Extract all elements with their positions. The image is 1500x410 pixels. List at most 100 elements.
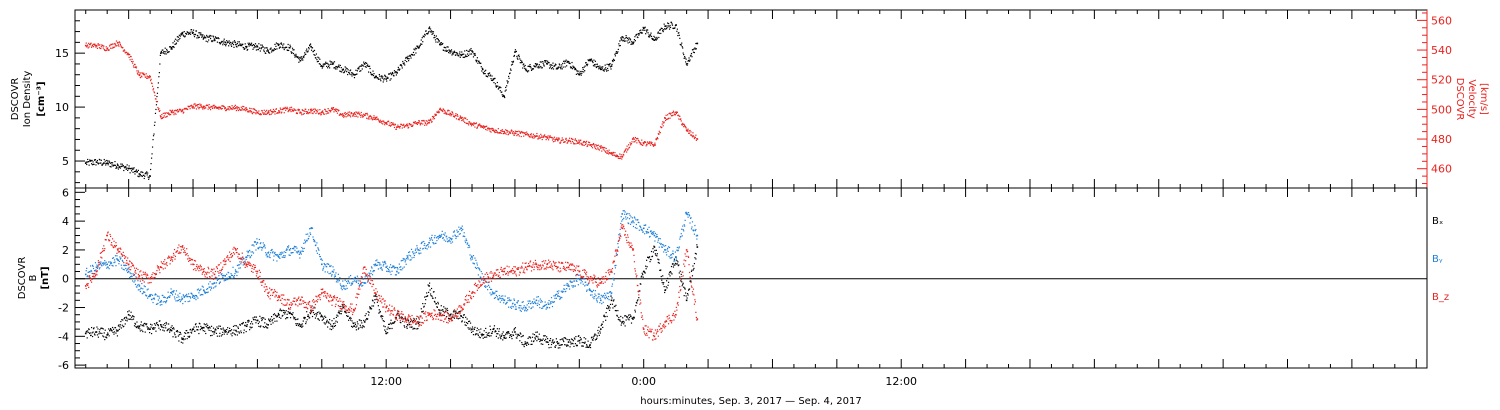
velocity-tick-label: 560 xyxy=(1431,14,1452,27)
data-point xyxy=(549,135,551,137)
data-point xyxy=(263,245,265,248)
data-point xyxy=(235,271,238,273)
data-point xyxy=(353,280,356,282)
data-point xyxy=(541,67,543,69)
data-point xyxy=(84,162,87,164)
data-point xyxy=(476,127,478,129)
data-point xyxy=(610,299,613,302)
data-point xyxy=(610,152,612,154)
data-point xyxy=(200,327,202,330)
data-point xyxy=(492,79,494,81)
data-point xyxy=(103,48,105,51)
data-point xyxy=(676,263,678,265)
data-point xyxy=(140,287,142,289)
data-point xyxy=(398,69,400,71)
data-point xyxy=(281,256,283,258)
data-point xyxy=(554,140,556,142)
data-point xyxy=(599,330,601,332)
data-point xyxy=(128,266,130,268)
data-point xyxy=(93,159,96,161)
data-point xyxy=(388,120,390,122)
data-point xyxy=(430,287,433,290)
data-point xyxy=(490,78,492,80)
data-point xyxy=(590,143,592,146)
data-point xyxy=(110,263,112,265)
data-point xyxy=(237,327,239,329)
data-point xyxy=(198,292,200,294)
data-point xyxy=(566,61,568,63)
data-point xyxy=(413,256,415,259)
data-point xyxy=(672,114,674,116)
data-point xyxy=(516,57,518,59)
data-point xyxy=(269,48,272,50)
data-point xyxy=(417,249,420,251)
data-point xyxy=(99,267,101,269)
data-point xyxy=(348,72,350,74)
data-point xyxy=(598,326,600,328)
data-point xyxy=(449,237,452,240)
data-point xyxy=(221,334,223,336)
data-point xyxy=(289,106,291,109)
data-point xyxy=(680,118,682,120)
data-point xyxy=(114,164,117,166)
data-point xyxy=(689,134,692,136)
data-point xyxy=(365,319,367,321)
data-point xyxy=(486,125,488,127)
data-point xyxy=(273,48,276,50)
data-point xyxy=(417,327,419,330)
data-point xyxy=(342,115,344,117)
data-point xyxy=(402,267,404,269)
data-point xyxy=(220,328,222,330)
data-point xyxy=(428,241,430,244)
data-point xyxy=(105,336,107,338)
data-point xyxy=(538,65,540,67)
data-point xyxy=(577,335,579,337)
data-point xyxy=(267,252,269,254)
data-point xyxy=(328,321,330,323)
data-point xyxy=(136,70,138,72)
data-point xyxy=(642,27,645,30)
data-point xyxy=(434,39,437,41)
data-point xyxy=(495,335,498,337)
data-point xyxy=(419,247,421,249)
data-point xyxy=(445,112,447,114)
data-point xyxy=(532,68,535,70)
data-point xyxy=(469,327,471,329)
data-point xyxy=(220,335,222,337)
data-point xyxy=(559,64,561,66)
data-point xyxy=(666,280,668,282)
data-point xyxy=(552,141,555,143)
data-point xyxy=(506,80,508,82)
data-point xyxy=(249,111,251,113)
data-point xyxy=(591,144,593,146)
data-point xyxy=(278,43,280,46)
data-point xyxy=(209,106,211,109)
data-point xyxy=(152,88,155,90)
data-point xyxy=(209,281,211,283)
data-point xyxy=(278,112,280,114)
data-point xyxy=(553,138,555,140)
data-point xyxy=(199,329,201,331)
data-point xyxy=(302,320,304,322)
data-point xyxy=(264,245,266,247)
data-point xyxy=(291,252,293,254)
data-point xyxy=(662,125,664,127)
data-point xyxy=(591,147,594,149)
data-point xyxy=(518,54,520,56)
data-point xyxy=(661,126,663,129)
data-point xyxy=(633,317,636,319)
data-point xyxy=(494,292,496,294)
data-point xyxy=(684,55,686,58)
data-point xyxy=(422,123,424,125)
data-point xyxy=(236,331,238,333)
data-point xyxy=(96,159,99,162)
data-point xyxy=(114,44,117,46)
data-point xyxy=(591,60,593,62)
data-point xyxy=(273,110,276,112)
data-point xyxy=(469,257,472,259)
data-point xyxy=(345,285,347,287)
data-point xyxy=(370,308,373,310)
data-point xyxy=(607,63,610,66)
data-point xyxy=(237,264,239,266)
density-ylabel-line2: Ion Density xyxy=(22,71,33,128)
